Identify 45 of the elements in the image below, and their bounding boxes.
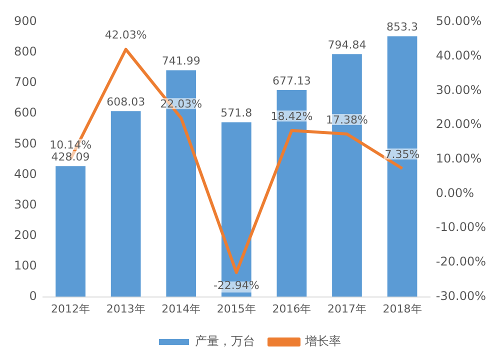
x-tick-label: 2014年 — [162, 302, 201, 316]
data-label: 571.8 — [220, 106, 252, 120]
data-label: 853.3 — [386, 20, 418, 34]
legend-label: 增长率 — [304, 334, 341, 348]
y2-tick-label: 10.00% — [436, 152, 482, 166]
legend-label: 产量，万台 — [195, 334, 255, 348]
x-tick-label: 2017年 — [327, 302, 366, 316]
x-tick-label: 2012年 — [51, 302, 90, 316]
y-tick-label: 400 — [14, 166, 37, 181]
y2-tick-label: 40.00% — [436, 48, 482, 62]
x-tick-label: 2013年 — [106, 302, 146, 316]
y-tick-label: 0 — [29, 288, 37, 303]
y2-tick-label: -30.00% — [436, 288, 486, 303]
data-label: 794.84 — [328, 38, 366, 52]
y-tick-label: 700 — [14, 75, 37, 90]
data-label: 17.38% — [326, 113, 368, 126]
data-label: 42.03% — [104, 28, 147, 42]
y2-tick-label: -10.00% — [436, 220, 486, 234]
x-tick-label: 2016年 — [272, 302, 312, 316]
x-tick-label: 2018年 — [382, 302, 422, 316]
y-tick-label: 100 — [14, 258, 37, 272]
y-tick-label: 600 — [14, 106, 37, 120]
data-label: 741.99 — [162, 54, 200, 68]
y2-tick-label: -20.00% — [436, 254, 486, 269]
data-label: 18.42% — [270, 110, 313, 123]
data-label: -22.94% — [213, 278, 260, 292]
y2-tick-label: 30.00% — [436, 82, 482, 97]
data-label: 7.35% — [384, 148, 420, 161]
bar — [110, 111, 141, 297]
y-tick-label: 200 — [14, 228, 37, 242]
y2-tick-label: 50.00% — [436, 14, 482, 28]
y2-tick-label: 20.00% — [436, 117, 482, 132]
data-label: 428.09 — [51, 150, 90, 164]
y-tick-label: 500 — [14, 136, 37, 150]
y-tick-label: 300 — [14, 197, 37, 212]
x-tick-label: 2015年 — [216, 302, 256, 316]
bar — [56, 166, 86, 297]
data-label: 608.03 — [106, 96, 146, 109]
data-label: 677.13 — [272, 74, 311, 88]
bar — [387, 36, 418, 297]
y-tick-label: 900 — [14, 14, 37, 28]
data-label: 10.14% — [50, 138, 92, 152]
data-label: 22.03% — [160, 97, 202, 110]
y-tick-label: 800 — [14, 44, 37, 59]
y2-tick-label: 0.00% — [436, 186, 474, 200]
